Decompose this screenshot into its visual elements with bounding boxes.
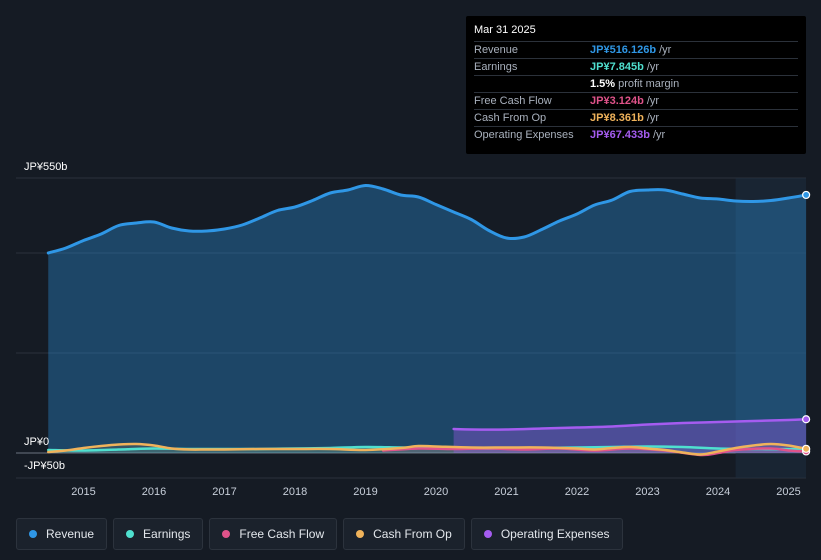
tooltip-unit: /yr: [646, 61, 660, 73]
legend-label: Free Cash Flow: [239, 527, 325, 541]
revenue-end-marker: [802, 190, 811, 200]
x-tick-label: 2023: [635, 486, 659, 498]
cash-from-op-line: [47, 442, 808, 456]
revenue-area: [48, 185, 807, 453]
x-tick-label: 2019: [353, 486, 377, 498]
free-cash-flow-dot-icon: [222, 530, 231, 538]
legend-item-earnings[interactable]: Earnings: [113, 518, 204, 550]
legend-item-operating-expenses[interactable]: Operating Expenses: [470, 518, 623, 550]
tooltip-unit: /yr: [652, 129, 666, 141]
tooltip-date: Mar 31 2025: [474, 24, 536, 36]
revenue-line: [46, 183, 808, 255]
legend-label: Revenue: [46, 527, 95, 541]
y-tick-label-zero: JP¥0: [24, 436, 49, 448]
tooltip-row-profit-margin: 1.5% profit margin: [474, 75, 798, 92]
legend-item-revenue[interactable]: Revenue: [16, 518, 108, 550]
x-tick-label: 2022: [565, 486, 589, 498]
tooltip-value: JP¥8.361b: [590, 112, 644, 124]
tooltip-value: JP¥67.433b: [590, 129, 650, 141]
tooltip-unit: profit margin: [618, 78, 680, 90]
free-cash-flow-line: [381, 447, 808, 457]
y-axis-labels: JP¥550b JP¥0 -JP¥50b: [24, 161, 67, 472]
legend-label: Operating Expenses: [500, 527, 610, 541]
x-tick-label: 2018: [283, 486, 307, 498]
tooltip-label: Free Cash Flow: [474, 95, 552, 107]
tooltip-value: JP¥3.124b: [590, 95, 644, 107]
tooltip-unit: /yr: [646, 112, 660, 124]
series-areas: [48, 185, 807, 456]
x-tick-label: 2017: [212, 486, 236, 498]
y-tick-label-bottom: -JP¥50b: [24, 460, 65, 472]
tooltip-row-free-cash-flow: Free Cash Flow JP¥3.124b /yr: [474, 92, 798, 109]
tooltip-value: JP¥7.845b: [590, 61, 644, 73]
x-axis-labels: 2015 2016 2017 2018 2019 2020 2021 2022 2023 2024…: [71, 486, 800, 498]
tooltip-row-earnings: Earnings JP¥7.845b /yr: [474, 58, 798, 75]
tooltip-label: Cash From Op: [474, 112, 547, 124]
operating-expenses-end-marker: [802, 415, 811, 424]
earnings-dot-icon: [126, 530, 135, 538]
tooltip-unit: /yr: [646, 95, 660, 107]
grid-lines: [16, 177, 806, 479]
x-tick-label: 2025: [776, 486, 800, 498]
data-tooltip: Mar 31 2025 Revenue JP¥516.126b /yr Earn…: [466, 16, 806, 154]
tooltip-unit: /yr: [659, 44, 672, 56]
x-tick-label: 2021: [494, 486, 518, 498]
y-tick-label-top: JP¥550b: [24, 161, 67, 173]
tooltip-value: JP¥516.126b: [590, 44, 657, 56]
revenue-dot-icon: [29, 530, 37, 538]
end-markers: [802, 190, 811, 456]
x-tick-label: 2016: [142, 486, 166, 498]
tooltip-label: Revenue: [474, 44, 519, 56]
tooltip-value: 1.5%: [590, 78, 616, 90]
tooltip-row-cash-from-op: Cash From Op JP¥8.361b /yr: [474, 109, 798, 126]
chart-legend: Revenue Earnings Free Cash Flow Cash Fro…: [16, 518, 623, 550]
tooltip-row-revenue: Revenue JP¥516.126b /yr: [474, 41, 798, 58]
tooltip-label: Earnings: [474, 61, 518, 73]
legend-item-cash-from-op[interactable]: Cash From Op: [343, 518, 465, 550]
legend-label: Earnings: [143, 527, 191, 541]
cash-from-op-dot-icon: [356, 530, 365, 538]
operating-expenses-dot-icon: [483, 530, 492, 538]
forecast-shaded-band: [735, 178, 806, 478]
operating-expenses-area: [453, 419, 807, 453]
x-tick-label: 2015: [71, 486, 95, 498]
legend-label: Cash From Op: [373, 527, 452, 541]
series-lines: [46, 183, 808, 457]
x-tick-label: 2024: [706, 486, 730, 498]
operating-expenses-line: [452, 418, 808, 431]
tooltip-row-operating-expenses: Operating Expenses JP¥67.433b /yr: [474, 126, 798, 143]
tooltip-label: Operating Expenses: [474, 129, 574, 141]
legend-item-free-cash-flow[interactable]: Free Cash Flow: [209, 518, 338, 550]
x-tick-label: 2020: [424, 486, 448, 498]
cash-from-op-end-marker: [802, 444, 811, 453]
